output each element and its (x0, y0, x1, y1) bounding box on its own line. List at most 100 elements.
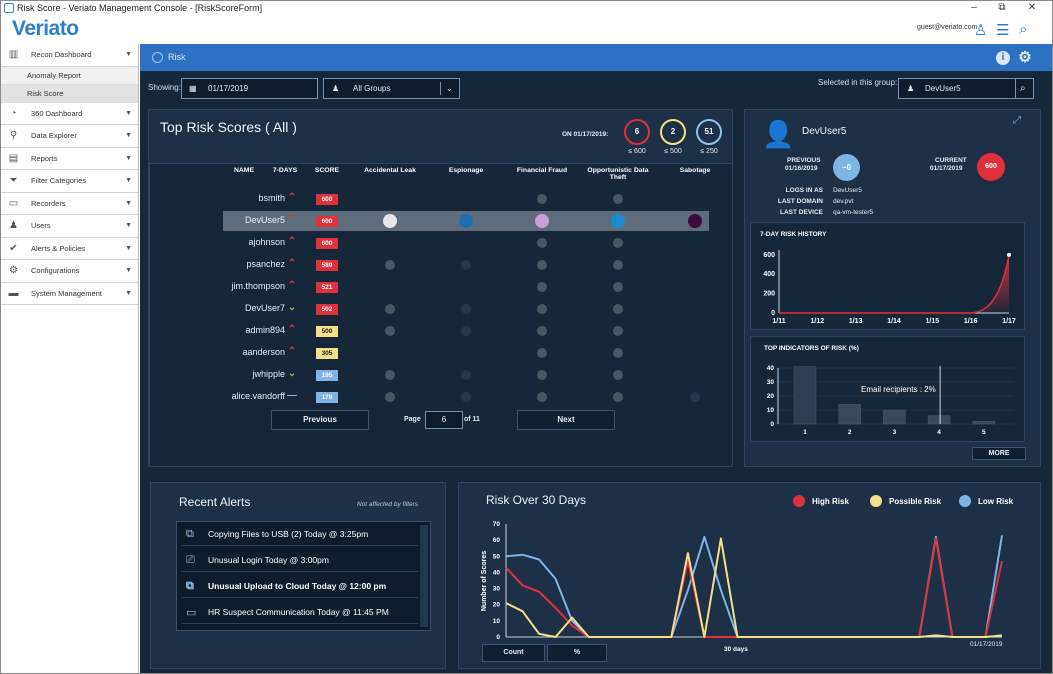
user-icon[interactable]: ♙ (974, 22, 988, 39)
alerts-scrollbar[interactable] (420, 525, 428, 627)
sidebar-item-configurations[interactable]: ⚙ Configurations ▼ (1, 260, 138, 283)
sidebar-item-recon-dashboard[interactable]: ▥ Recon Dashboard ▼ (1, 44, 138, 67)
risk-category-dot[interactable] (688, 214, 702, 228)
percent-button[interactable]: % (547, 644, 607, 662)
row-username[interactable]: admin894 (245, 325, 285, 335)
risk-category-dot[interactable] (613, 370, 623, 380)
sidebar-item-recorders[interactable]: ▭ Recorders ▼ (1, 193, 138, 215)
row-username[interactable]: psanchez (246, 259, 285, 269)
risk30-ytick: 70 (493, 521, 501, 528)
summary-count-circle[interactable]: 2 (660, 119, 686, 145)
risk-category-dot[interactable] (613, 194, 623, 204)
risk-category-dot[interactable] (537, 194, 547, 204)
risk-category-dot[interactable] (537, 348, 547, 358)
sidebar-item-data-explorer[interactable]: ⚲ Data Explorer ▼ (1, 125, 138, 148)
settings-gear-icon[interactable]: ⚙ (1018, 49, 1032, 66)
sidebar-item-users[interactable]: ♟ Users ▼ (1, 215, 138, 238)
row-username[interactable]: jwhipple (252, 369, 285, 379)
summary-count-circle[interactable]: 51 (696, 119, 722, 145)
indicator-bar[interactable] (883, 409, 906, 425)
more-button[interactable]: MORE (972, 447, 1026, 460)
column-header: NAME (233, 167, 254, 174)
sidebar-item-system-management[interactable]: ▬ System Management ▼ (1, 283, 138, 305)
risk-category-dot[interactable] (385, 370, 395, 380)
risk-category-dot[interactable] (385, 326, 395, 336)
date-picker[interactable]: ▦ 01/17/2019 (181, 78, 318, 99)
risk-category-dot[interactable] (613, 304, 623, 314)
count-button[interactable]: Count (482, 644, 545, 662)
risk-category-dot[interactable] (613, 392, 623, 402)
risk-category-dot[interactable] (461, 260, 471, 270)
sidebar-item-360-dashboard[interactable]: ◔ 360 Dashboard ▼ (1, 103, 138, 125)
indicator-ytick: 10 (767, 407, 775, 414)
risk-category-dot[interactable] (537, 260, 547, 270)
legend-label[interactable]: Low Risk (978, 497, 1014, 506)
risk-category-dot[interactable] (613, 282, 623, 292)
risk-category-dot[interactable] (385, 260, 395, 270)
alert-item[interactable]: ▭ HR Suspect Communication Today @ 11:45 … (182, 600, 418, 624)
risk-category-dot[interactable] (537, 238, 547, 248)
previous-button[interactable]: Previous (271, 410, 369, 430)
risk-category-dot[interactable] (461, 370, 471, 380)
risk-category-dot[interactable] (459, 214, 473, 228)
indicator-bar[interactable] (927, 415, 951, 425)
indicator-bar[interactable] (972, 420, 996, 425)
risk-category-dot[interactable] (613, 238, 623, 248)
row-username[interactable]: bsmith (258, 193, 285, 203)
menu-icon[interactable]: ☰ (996, 22, 1010, 39)
user-search-icon[interactable]: ⌕ (1020, 83, 1026, 94)
risk-category-dot[interactable] (613, 348, 623, 358)
history-xtick: 1/15 (926, 318, 940, 325)
risk-category-dot[interactable] (537, 392, 547, 402)
alert-item[interactable]: ⎚ Unusual Login Today @ 3:00pm (182, 548, 418, 572)
risk-category-dot[interactable] (385, 304, 395, 314)
history-xtick: 1/14 (887, 318, 901, 325)
risk-category-dot[interactable] (461, 326, 471, 336)
row-username[interactable]: aanderson (242, 347, 285, 357)
alert-item[interactable]: ⧉ Unusual Upload to Cloud Today @ 12:00 p… (182, 574, 418, 598)
next-button[interactable]: Next (517, 410, 615, 430)
info-icon[interactable]: i (996, 51, 1010, 65)
risk-category-dot[interactable] (537, 304, 547, 314)
group-select[interactable]: ♟ All Groups ⌄ (323, 78, 460, 99)
risk-category-dot[interactable] (537, 326, 547, 336)
sidebar-subitem-anomaly-report[interactable]: Anomaly Report (1, 66, 138, 85)
score-badge: 179 (316, 392, 338, 403)
risk-category-dot[interactable] (535, 214, 549, 228)
risk-category-dot[interactable] (461, 304, 471, 314)
sidebar-item-alerts-policies[interactable]: ✔ Alerts & Policies ▼ (1, 238, 138, 260)
sidebar-item-reports[interactable]: ▤ Reports ▼ (1, 148, 138, 170)
row-username[interactable]: alice.vandorff (231, 391, 285, 401)
sidebar-item-label: Filter Categories (31, 176, 87, 185)
row-username[interactable]: ajohnson (248, 237, 285, 247)
search-icon[interactable]: ⌕ (1019, 21, 1028, 38)
reports-icon: ▤ (8, 152, 19, 164)
indicator-bar[interactable] (838, 404, 861, 425)
sidebar-subitem-risk-score[interactable]: Risk Score (1, 84, 138, 103)
indicator-bar[interactable] (793, 366, 817, 425)
restore-icon[interactable]: ⧉ (998, 2, 1006, 13)
sidebar-item-label: Reports (31, 153, 58, 163)
risk-category-dot[interactable] (613, 326, 623, 336)
risk-category-dot[interactable] (613, 260, 623, 270)
row-username[interactable]: DevUser7 (244, 303, 285, 313)
close-icon[interactable]: ✕ (1027, 2, 1037, 13)
expand-icon[interactable]: ⤢ (1013, 115, 1021, 126)
risk-category-dot[interactable] (385, 392, 395, 402)
row-username[interactable]: jim.thompson (231, 281, 285, 291)
page-input[interactable]: 6 (425, 411, 463, 429)
risk-category-dot[interactable] (537, 282, 547, 292)
user-search-input[interactable]: ♟ DevUser5 ⌕ (898, 78, 1034, 99)
sidebar-item-filter-categories[interactable]: ⏷ Filter Categories ▼ (1, 170, 138, 193)
minimize-icon[interactable]: – (971, 2, 977, 13)
risk-category-dot[interactable] (611, 214, 625, 228)
legend-label[interactable]: Possible Risk (889, 497, 942, 506)
risk-category-dot[interactable] (383, 214, 397, 228)
risk-category-dot[interactable] (537, 370, 547, 380)
legend-label[interactable]: High Risk (812, 497, 849, 506)
summary-count-circle[interactable]: 6 (624, 119, 650, 145)
row-username[interactable]: DevUser5 (244, 215, 285, 225)
risk-category-dot[interactable] (461, 392, 471, 402)
risk-category-dot[interactable] (690, 392, 700, 402)
alert-item[interactable]: ⧉ Copying Files to USB (2) Today @ 3:25pm (182, 522, 418, 546)
